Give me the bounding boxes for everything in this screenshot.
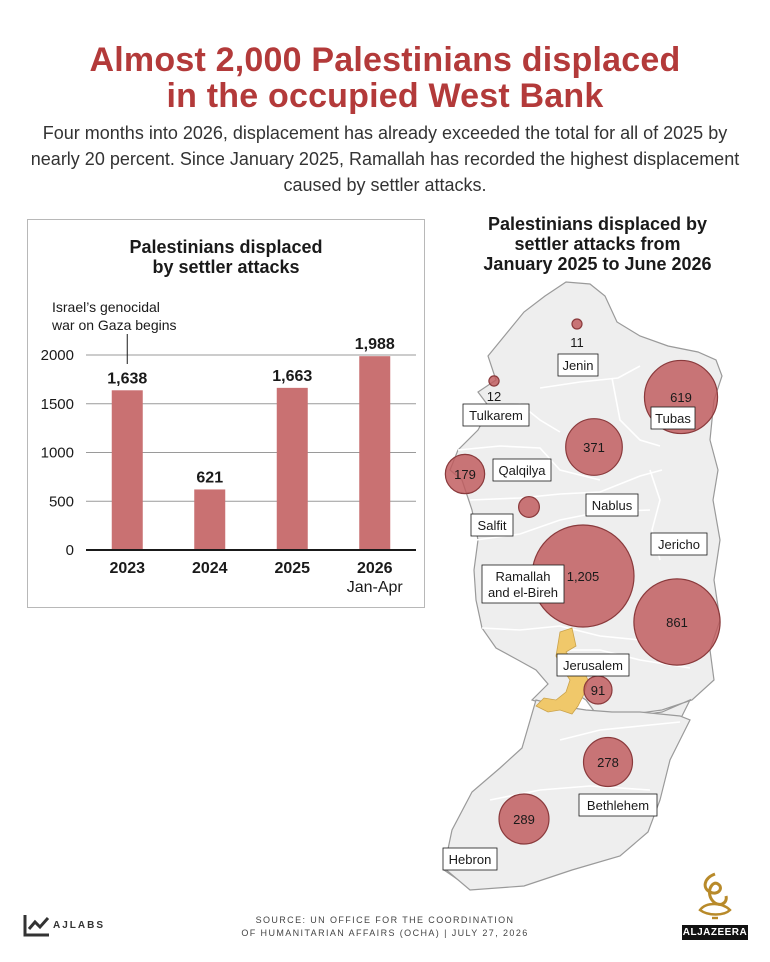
x-tick-label: 2024	[192, 560, 228, 577]
bubble-value-label: 1,205	[567, 569, 600, 584]
bubble-value-label: 50	[0, 0, 7, 3]
map-title: Palestinians displaced by settler attack…	[445, 214, 750, 274]
region-label: Ramallah	[496, 569, 551, 584]
bar-chart-title-line: by settler attacks	[152, 257, 299, 277]
bubble-salfit	[518, 496, 540, 518]
ajlabs-chart-icon	[23, 915, 50, 937]
region-label-box	[650, 532, 708, 556]
region-label-box	[556, 653, 630, 677]
region-label: Nablus	[592, 498, 633, 513]
region-label-box	[557, 353, 599, 377]
source-note: SOURCE: UN OFFICE FOR THE COORDINATION O…	[180, 914, 590, 940]
region-label: Tulkarem	[469, 408, 523, 423]
bubble-value-label: 91	[591, 683, 605, 698]
bubble-hebron	[498, 793, 550, 845]
bubble-jericho	[633, 578, 721, 666]
bubble-tulkarem	[488, 375, 500, 387]
region-label-box	[481, 564, 565, 604]
region-label: Tubas	[655, 411, 691, 426]
y-tick-label: 2000	[41, 347, 74, 364]
bubble-nablus	[565, 418, 623, 476]
region-label: Bethlehem	[587, 798, 649, 813]
bar-value-label: 1,663	[272, 368, 312, 385]
region-label: Jenin	[562, 358, 593, 373]
bubble-tubas	[643, 359, 719, 435]
region-label-box	[650, 406, 696, 430]
region-label-box	[578, 793, 658, 817]
x-tick-sublabel: Jan-Apr	[347, 579, 404, 596]
aljazeera-wordmark: ALJAZEERA	[682, 925, 748, 940]
bubble-value-label: 289	[513, 812, 535, 827]
west-bank-outline	[443, 281, 723, 889]
y-tick-label: 500	[49, 493, 74, 510]
aljazeera-logo: ALJAZEERA	[682, 870, 748, 940]
page-subtitle: Four months into 2026, displacement has …	[30, 123, 740, 195]
source-line-1: SOURCE: UN OFFICE FOR THE COORDINATION	[255, 915, 515, 925]
region-label-box	[462, 403, 530, 427]
region-label: Hebron	[449, 852, 492, 867]
bubble-bethlehem	[582, 736, 634, 788]
map-labels: Jenin Tulkarem Tubas Nablus Qalqilya Salfit Ra…	[442, 353, 708, 871]
page-title-line-2: in the occupied West Bank	[166, 77, 604, 115]
bar	[359, 356, 391, 550]
x-tick-label: 2025	[274, 560, 310, 577]
west-bank-map	[443, 281, 723, 891]
region-label-box	[492, 458, 552, 482]
ajlabs-wordmark: AJLABS	[53, 919, 106, 931]
bubble-value-label: 179	[454, 467, 476, 482]
x-tick-label: 2026	[357, 560, 393, 577]
annotation-text-line: Israel’s genocidal	[52, 299, 160, 315]
region-label-box	[442, 847, 498, 871]
bar	[276, 387, 308, 550]
bar-value-label: 1,988	[355, 336, 395, 353]
governorate-boundaries	[457, 365, 691, 801]
bubble-value-label: 12	[487, 389, 501, 404]
bubble-jenin	[571, 318, 583, 330]
annotation-text-line: war on Gaza begins	[51, 317, 177, 333]
y-tick-label: 1000	[41, 445, 74, 462]
map-title-line-3: January 2025 to June 2026	[483, 254, 712, 274]
bubble-value-label: 371	[583, 440, 605, 455]
bubble-value-label: 278	[597, 755, 619, 770]
bubble-value-label: 861	[666, 615, 688, 630]
region-label: and el-Bireh	[488, 585, 558, 600]
bar-value-label: 1,638	[107, 370, 147, 387]
west-bank-south-outline	[443, 699, 691, 891]
bar-chart-panel: Palestinians displaced by settler attacks…	[27, 219, 425, 608]
region-label: Salfit	[478, 518, 507, 533]
bubble-value-label: 11	[570, 335, 584, 350]
bar	[111, 390, 143, 550]
map-title-line-2: settler attacks from	[514, 234, 681, 254]
aljazeera-calligraphy-icon	[698, 872, 732, 920]
source-line-2: OF HUMANITARIAN AFFAIRS (OCHA) | JULY 27…	[241, 928, 529, 938]
region-label: Qalqilya	[499, 463, 547, 478]
bar	[194, 489, 226, 550]
map-title-line-1: Palestinians displaced by	[487, 214, 708, 234]
region-label: Jerusalem	[563, 658, 623, 673]
region-label: Jericho	[658, 537, 700, 552]
page-title: Almost 2,000 Palestinians displaced in t…	[0, 42, 770, 114]
page-title-line-1: Almost 2,000 Palestinians displaced	[89, 41, 681, 79]
region-label-box	[470, 513, 514, 537]
bubble-ramallah-and-el-bireh	[531, 524, 635, 628]
y-tick-label: 0	[66, 542, 74, 559]
y-tick-label: 1500	[41, 396, 74, 413]
bubble-value-label: 619	[670, 390, 692, 405]
bar-chart-title-line: Palestinians displaced	[129, 237, 322, 257]
bubble-qalqilya	[444, 453, 486, 495]
ajlabs-logo: AJLABS	[23, 912, 105, 938]
jerusalem-area	[535, 627, 589, 715]
region-label-box	[585, 493, 639, 517]
bubble-jerusalem	[583, 675, 613, 705]
x-tick-label: 2023	[109, 560, 145, 577]
bar-value-label: 621	[196, 469, 223, 486]
